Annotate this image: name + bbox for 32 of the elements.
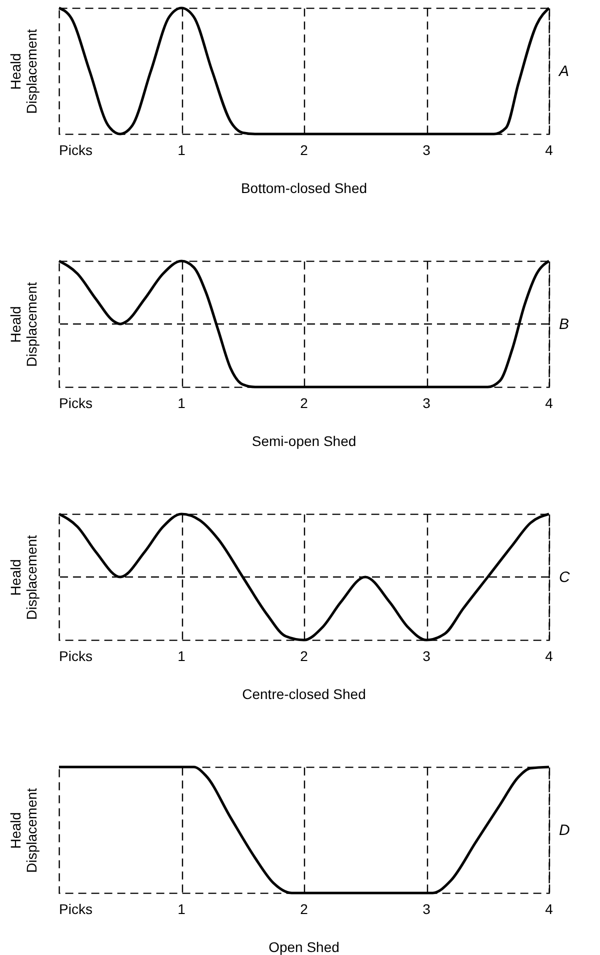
x-tick-label: 3 [422, 648, 431, 664]
text: Semi-open Shed [252, 433, 356, 449]
x-tick-label: 4 [545, 648, 554, 664]
y-axis-title: Heald Displacement [8, 28, 40, 114]
x-tick-label: 1 [178, 395, 186, 411]
text: B [559, 316, 570, 333]
x-tick-label: 4 [545, 395, 554, 411]
text: Centre-closed Shed [242, 686, 366, 702]
x-tick-label: 2 [300, 395, 308, 411]
x-tick-label: 3 [422, 395, 431, 411]
text: A [558, 63, 570, 80]
x-axis-title: Picks [59, 142, 92, 158]
x-tick-label: 4 [545, 142, 554, 158]
x-tick-label: 2 [300, 901, 308, 917]
y-axis-title: Heald Displacement [8, 534, 40, 620]
text: Open Shed [268, 939, 340, 955]
x-tick-label: 3 [422, 901, 431, 917]
y-axis-title: Heald Displacement [8, 282, 40, 367]
x-axis-title: Picks [59, 648, 92, 664]
x-tick-label: 3 [422, 142, 431, 158]
y-axis-title: Heald Displacement [8, 788, 40, 873]
text: C [559, 569, 570, 586]
text: D [559, 822, 570, 839]
x-tick-label: 2 [300, 142, 308, 158]
x-tick-label: 1 [178, 142, 186, 158]
x-tick-label: 4 [545, 901, 554, 917]
text: Bottom-closed Shed [240, 180, 368, 196]
x-axis-title: Picks [59, 901, 92, 917]
x-tick-label: 1 [178, 648, 186, 664]
x-tick-label: 2 [300, 648, 308, 664]
x-tick-label: 1 [178, 901, 186, 917]
x-axis-title: Picks [59, 395, 92, 411]
